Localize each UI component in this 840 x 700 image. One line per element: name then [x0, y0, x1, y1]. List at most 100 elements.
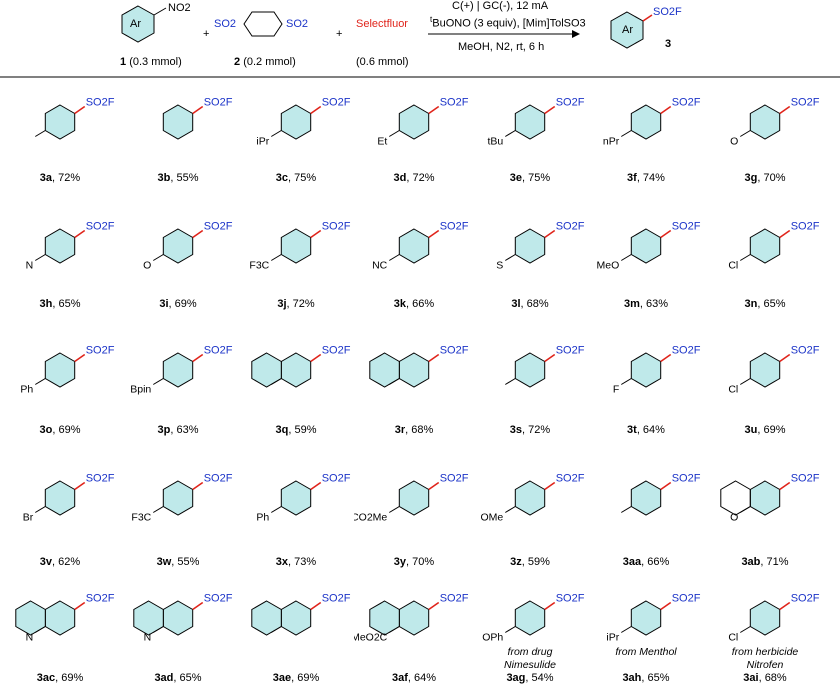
caption-3k: 3k, 66%	[354, 298, 474, 310]
aryl-ring-3a	[44, 104, 76, 140]
product-group-label: SO2F	[653, 6, 682, 18]
substituent-label-3y: CO2Me	[354, 512, 387, 524]
product-3af: SO2F MeO2C 3af, 64%	[354, 580, 474, 700]
aryl-ring-3af	[398, 600, 430, 636]
aryl-ring-3aa	[630, 480, 662, 516]
compound-id: 3y	[393, 556, 407, 568]
aryl-ring-3r	[398, 352, 430, 388]
reagent1-label: 1	[120, 56, 127, 68]
substituent-label-3n: Cl	[728, 260, 738, 272]
aryl-ring-3y	[398, 480, 430, 516]
cs-bond-3r	[428, 353, 440, 363]
substituent-bond-3ac	[35, 626, 46, 633]
substituent-bond-3l	[505, 254, 516, 261]
conditions-line1: C(+) | GC(-), 12 mA	[452, 0, 549, 12]
aryl-ring-3ae	[280, 600, 312, 636]
compound-id: 3u	[744, 424, 758, 436]
conditions-line2: tBuONO (3 equiv), [Mim]TolSO3	[430, 15, 586, 30]
product-3f: SO2F nPr 3f, 74%	[586, 84, 706, 204]
yield-value: , 69%	[168, 298, 197, 310]
product-3w: SO2F F3C 3w, 55%	[118, 460, 238, 580]
substituent-label-3j: F3C	[249, 260, 269, 272]
source-note-3ag: from drug	[507, 646, 553, 658]
aryl-ring-3ab	[749, 480, 781, 516]
aryl-ring-3v	[44, 480, 76, 516]
compound-id: 3i	[159, 298, 169, 310]
product-3k: SO2F NC 3k, 66%	[354, 208, 474, 328]
aryl-ring-3t	[630, 352, 662, 388]
sulfonyl-fluoride-label: SO2F	[322, 221, 351, 233]
product-3i: SO2F O 3i, 69%	[118, 208, 238, 328]
caption-3d: 3d, 72%	[354, 172, 474, 184]
sulfonyl-fluoride-label: SO2F	[86, 593, 115, 605]
cs-bond-3aa	[660, 481, 672, 491]
substituent-label-3ab: O	[730, 512, 738, 524]
sulfonyl-fluoride-label: SO2F	[791, 221, 820, 233]
compound-id: 3c	[275, 172, 289, 184]
compound-id: 3l	[511, 298, 521, 310]
caption-3i: 3i, 69%	[118, 298, 238, 310]
sulfonyl-fluoride-label: SO2F	[322, 97, 351, 109]
source-name-3ai: Nitrofen	[746, 659, 784, 671]
yield-value: , 75%	[522, 172, 551, 184]
sulfonyl-fluoride-label: SO2F	[204, 593, 233, 605]
cs-bond-3af	[428, 601, 440, 611]
cs-bond-3d	[428, 105, 440, 115]
sulfonyl-fluoride-label: SO2F	[86, 221, 115, 233]
compound-id: 3d	[393, 172, 407, 184]
yield-value: , 59%	[288, 424, 317, 436]
conditions-line3: MeOH, N2, rt, 6 h	[458, 41, 545, 53]
fused-ring-3r	[369, 352, 400, 388]
compound-id: 3b	[157, 172, 171, 184]
caption-3ac: 3ac, 69%	[0, 672, 120, 684]
yield-value: , 63%	[170, 424, 199, 436]
structure-3a: SO2F	[35, 97, 115, 140]
substituent-bond-3h	[35, 254, 46, 261]
compound-id: 3ag	[506, 672, 526, 684]
caption-3q: 3q, 59%	[236, 424, 356, 436]
caption-3ab: 3ab, 71%	[705, 556, 825, 568]
product-3p: SO2F Bpin 3p, 63%	[118, 332, 238, 452]
caption-3aa: 3aa, 66%	[586, 556, 706, 568]
sulfonyl-fluoride-label: SO2F	[322, 593, 351, 605]
aryl-ring-3n	[749, 228, 781, 264]
substituent-label-3e: tBu	[488, 136, 504, 148]
caption-3f: 3f, 74%	[586, 172, 706, 184]
yield-value: , 74%	[636, 172, 665, 184]
cs-bond-3w	[192, 481, 204, 491]
substituent-bond-3k	[389, 254, 400, 261]
sulfonyl-fluoride-label: SO2F	[440, 473, 469, 485]
substituent-label-3ai: Cl	[728, 632, 738, 644]
product-3t: SO2F F 3t, 64%	[586, 332, 706, 452]
aryl-ring-3h	[44, 228, 76, 264]
aryl-ring-3s	[514, 352, 546, 388]
sulfonyl-fluoride-label: SO2F	[440, 593, 469, 605]
product-3aa: SO2F 3aa, 66%	[586, 460, 706, 580]
aryl-ring-3ac	[44, 600, 76, 636]
caption-3ai: 3ai, 68%	[705, 672, 825, 684]
sulfonyl-fluoride-label: SO2F	[440, 345, 469, 357]
substituent-bond-3f	[621, 130, 632, 137]
cs-bond-3o	[74, 353, 86, 363]
substituent-bond-3j	[271, 254, 282, 261]
product-3a: SO2F 3a, 72%	[0, 84, 120, 204]
substituent-label-3h: N	[26, 260, 34, 272]
yield-value: , 69%	[291, 672, 320, 684]
product-label: 3	[665, 38, 672, 50]
substituent-bond-3v	[35, 506, 46, 513]
cs-bond-3ab	[779, 481, 791, 491]
sulfonyl-fluoride-label: SO2F	[322, 345, 351, 357]
compound-id: 3ae	[272, 672, 292, 684]
fused-ring-3ab	[720, 480, 751, 516]
cs-bond-3i	[192, 229, 204, 239]
yield-value: , 64%	[407, 672, 437, 684]
compound-id: 3h	[39, 298, 53, 310]
yield-value: , 72%	[522, 424, 551, 436]
product-3q: SO2F 3q, 59%	[236, 332, 356, 452]
sulfonyl-fluoride-label: SO2F	[672, 221, 701, 233]
structure-3ah: SO2F iPr	[606, 593, 700, 644]
reagent2-amount: (0.2 mmol)	[243, 56, 296, 68]
yield-value: , 68%	[405, 424, 434, 436]
yield-value: , 72%	[286, 298, 315, 310]
sulfonyl-fluoride-label: SO2F	[556, 593, 585, 605]
